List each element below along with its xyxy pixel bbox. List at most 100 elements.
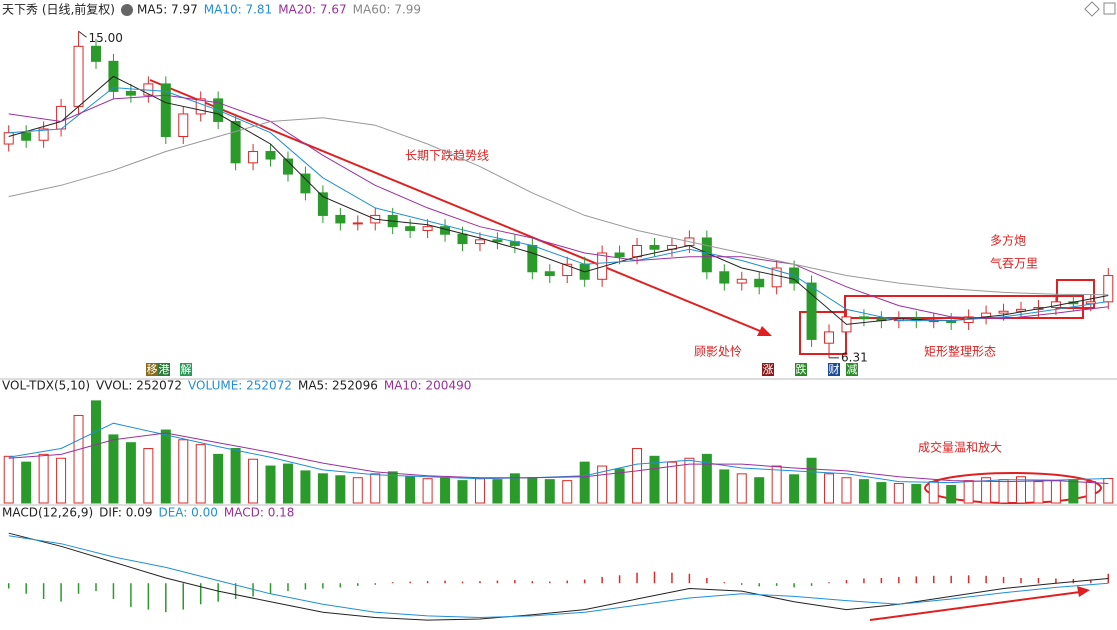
legend-entry: MA10: 7.81 [204, 3, 272, 17]
candle-body [632, 244, 643, 258]
badge-bg [158, 363, 170, 376]
volume-bar [317, 473, 328, 504]
volume-bar [108, 434, 119, 504]
low-label: 6.31 [841, 350, 868, 364]
candle-body [335, 214, 346, 224]
legend-entry: MACD(12,26,9) [2, 506, 93, 520]
candle-body [806, 282, 817, 340]
diamond-button[interactable] [1084, 1, 1100, 17]
badge[interactable]: 解 [181, 362, 192, 376]
volume-bar [405, 476, 416, 504]
annotation: 成交量温和放大 [918, 440, 1002, 455]
legend-entry: DEA: 0.00 [158, 506, 217, 520]
badge[interactable]: 港 [159, 363, 170, 376]
volume-bar [492, 479, 503, 504]
annotation: 矩形整理形态 [924, 344, 996, 359]
close-button[interactable] [1103, 2, 1116, 15]
volume-bar [1085, 481, 1096, 504]
badge[interactable]: 减 [847, 363, 858, 376]
volume-bar [1033, 481, 1044, 504]
volume-bar [300, 470, 311, 504]
volume-bar [3, 455, 14, 504]
volume-bar [963, 480, 974, 504]
candle-body [614, 252, 625, 258]
legend-entry: VOLUME: 252072 [188, 379, 292, 393]
annotation: 多方炮 [990, 233, 1026, 248]
volume-bar [387, 471, 398, 504]
candle-body [474, 239, 485, 245]
ma-line [8, 94, 1109, 320]
volume-bar [806, 457, 817, 504]
annotation: 顾影处怜 [694, 345, 742, 359]
ma-line [8, 87, 1109, 322]
candle-body [597, 252, 608, 280]
badge-bg [762, 363, 774, 376]
candle-body [300, 173, 311, 194]
volume-bar [789, 474, 800, 504]
candle-body [422, 226, 433, 231]
volume-bar [719, 469, 730, 504]
candle-body [405, 226, 416, 231]
badge[interactable]: 涨 [763, 363, 774, 376]
volume-bar [928, 481, 939, 504]
candle-body [317, 192, 328, 216]
candle-body [248, 151, 259, 164]
volume-bar [21, 461, 32, 504]
volume-bar [213, 453, 224, 504]
trend-line [149, 79, 766, 334]
candle-body [998, 310, 1009, 314]
badge[interactable]: 财 [829, 362, 840, 376]
trend-arrow [869, 591, 1081, 621]
volume-bar [90, 400, 101, 504]
arrow-head [1077, 586, 1090, 597]
badge[interactable]: 移 [147, 363, 158, 376]
candle-body [754, 278, 765, 288]
volume-bar [684, 457, 695, 504]
volume-bar [562, 480, 573, 504]
legend-entry: VVOL: 252072 [96, 379, 182, 393]
badge-bg [795, 363, 807, 376]
volume-bar [73, 414, 84, 504]
pointer [78, 30, 87, 38]
legend-entry: VOL-TDX(5,10) [2, 379, 90, 393]
volume-bar [701, 453, 712, 504]
volume-bar [544, 479, 555, 504]
badge-bg [180, 363, 192, 376]
volume-bar [1068, 479, 1079, 504]
legend-entry: MA5: 252096 [298, 379, 378, 393]
candle-body [562, 263, 573, 277]
badges: 移 港 解 涨 跌 财 减 [146, 362, 858, 376]
candle-body [38, 128, 49, 141]
volume-bar [998, 479, 1009, 504]
candle-body [56, 105, 67, 130]
candle-body [649, 244, 660, 250]
volume-bar [38, 453, 49, 504]
badge-bg [146, 363, 158, 376]
volume-bar [509, 473, 520, 504]
volume-bar [440, 477, 451, 504]
candle-body [492, 239, 503, 243]
volume-bar [335, 475, 346, 504]
volume-bar [946, 484, 957, 504]
candle-body [265, 151, 276, 160]
candle-body [1103, 275, 1114, 303]
volume-bar [178, 439, 189, 504]
volume-bar [160, 429, 171, 504]
candle-body [771, 267, 782, 288]
candle-body [457, 233, 468, 245]
badge[interactable]: 跌 [796, 362, 807, 376]
volume-bar [893, 483, 904, 504]
candle-body [230, 120, 241, 164]
volume-bar [230, 448, 241, 504]
legend-entry: MA60: 7.99 [353, 3, 421, 17]
ma-line [8, 117, 1109, 296]
volume-bar [352, 477, 363, 504]
ma-line [8, 535, 1109, 619]
arrow-head [757, 326, 772, 336]
candle-body [858, 316, 869, 320]
legend-entry: MA5: 7.97 [137, 3, 198, 17]
legend-entry: MA10: 200490 [384, 379, 472, 393]
settings-icon [121, 4, 133, 16]
candle-body [3, 132, 14, 145]
